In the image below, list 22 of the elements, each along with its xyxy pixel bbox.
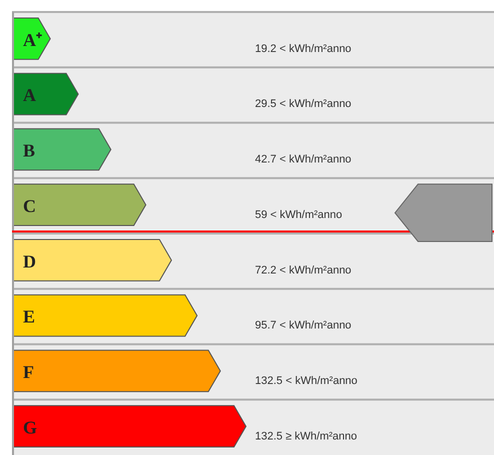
text: 132.5 ≥ kWh/m²anno xyxy=(255,430,358,442)
text: 72.2 < kWh/m²anno xyxy=(255,264,352,276)
text: 19.2 < kWh/m²anno xyxy=(255,42,352,55)
y-tick-label: C xyxy=(23,196,36,216)
y-tick-label: B xyxy=(23,140,36,161)
text: 95.7 < kWh/m²anno xyxy=(255,320,352,332)
bar xyxy=(12,239,172,282)
y-tick-label: G xyxy=(23,417,38,438)
y-tick-label: A⁺ xyxy=(23,30,42,50)
y-tick-label: D xyxy=(23,251,36,272)
bar xyxy=(12,350,221,392)
y-tick-label: E xyxy=(23,306,36,327)
text: 42.7 < kWh/m²anno xyxy=(255,154,352,166)
bar xyxy=(12,128,112,171)
text: 132.5 < kWh/m²anno xyxy=(255,375,358,388)
bar xyxy=(12,294,198,337)
y-tick-label: F xyxy=(23,362,34,382)
text: 59 < kWh/m²anno xyxy=(255,208,342,221)
bar xyxy=(12,184,146,226)
bar xyxy=(12,405,246,448)
y-tick-label: A xyxy=(23,85,36,106)
text: 29.5 < kWh/m²anno xyxy=(255,98,352,110)
